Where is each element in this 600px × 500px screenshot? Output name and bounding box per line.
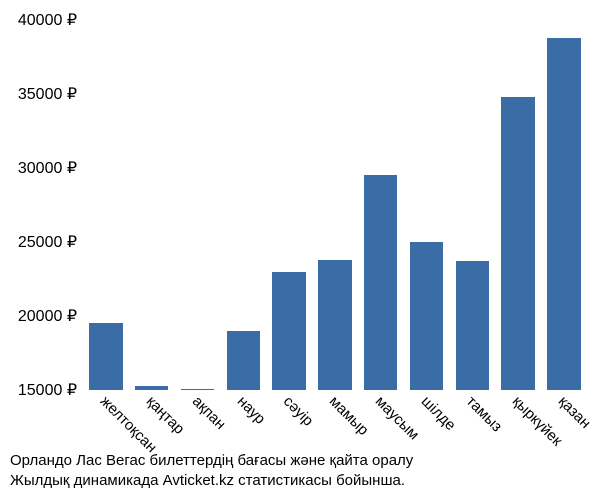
- x-tick-label: сәуір: [280, 393, 317, 430]
- y-tick-label: 30000 ₽: [18, 158, 77, 178]
- bar: [318, 260, 351, 390]
- caption-line-2: Жылдық динамикада Avticket.kz статистика…: [10, 471, 590, 491]
- bar-slot: желтоқсан: [85, 20, 127, 390]
- bar: [547, 38, 580, 390]
- bar-slot: мамыр: [314, 20, 356, 390]
- x-tick-label: наур: [234, 393, 269, 428]
- bar-slot: қыркүйек: [497, 20, 539, 390]
- chart-caption: Орландо Лас Вегас билеттердің бағасы жән…: [0, 451, 600, 490]
- bar-slot: маусым: [360, 20, 402, 390]
- bar-slot: ақпан: [177, 20, 219, 390]
- y-tick-label: 20000 ₽: [18, 306, 77, 326]
- bar: [227, 331, 260, 390]
- bar-slot: шілде: [406, 20, 448, 390]
- bar: [501, 97, 534, 390]
- caption-line-1: Орландо Лас Вегас билеттердің бағасы жән…: [10, 451, 590, 471]
- y-tick-label: 40000 ₽: [18, 10, 77, 30]
- chart-area: желтоқсанқаңтарақпаннаурсәуірмамырмаусым…: [85, 20, 585, 390]
- bar: [364, 175, 397, 390]
- y-tick-label: 35000 ₽: [18, 84, 77, 104]
- bars-group: желтоқсанқаңтарақпаннаурсәуірмамырмаусым…: [85, 20, 585, 390]
- bar: [410, 242, 443, 390]
- bar: [272, 272, 305, 390]
- bar-slot: тамыз: [452, 20, 494, 390]
- x-tick-label: маусым: [372, 393, 423, 444]
- bar: [181, 389, 214, 390]
- bar-slot: қаңтар: [131, 20, 173, 390]
- bar-slot: наур: [222, 20, 264, 390]
- x-tick-label: қаңтар: [143, 393, 188, 438]
- y-tick-label: 15000 ₽: [18, 380, 77, 400]
- x-tick-label: қазан: [555, 393, 594, 432]
- bar: [89, 323, 122, 390]
- bar: [135, 386, 168, 390]
- bar-slot: қазан: [543, 20, 585, 390]
- y-tick-label: 25000 ₽: [18, 232, 77, 252]
- bar-slot: сәуір: [268, 20, 310, 390]
- x-tick-label: тамыз: [463, 393, 505, 435]
- x-tick-label: мамыр: [326, 393, 372, 439]
- x-tick-label: ақпан: [188, 393, 228, 433]
- x-tick-label: шілде: [417, 393, 458, 434]
- bar: [456, 261, 489, 390]
